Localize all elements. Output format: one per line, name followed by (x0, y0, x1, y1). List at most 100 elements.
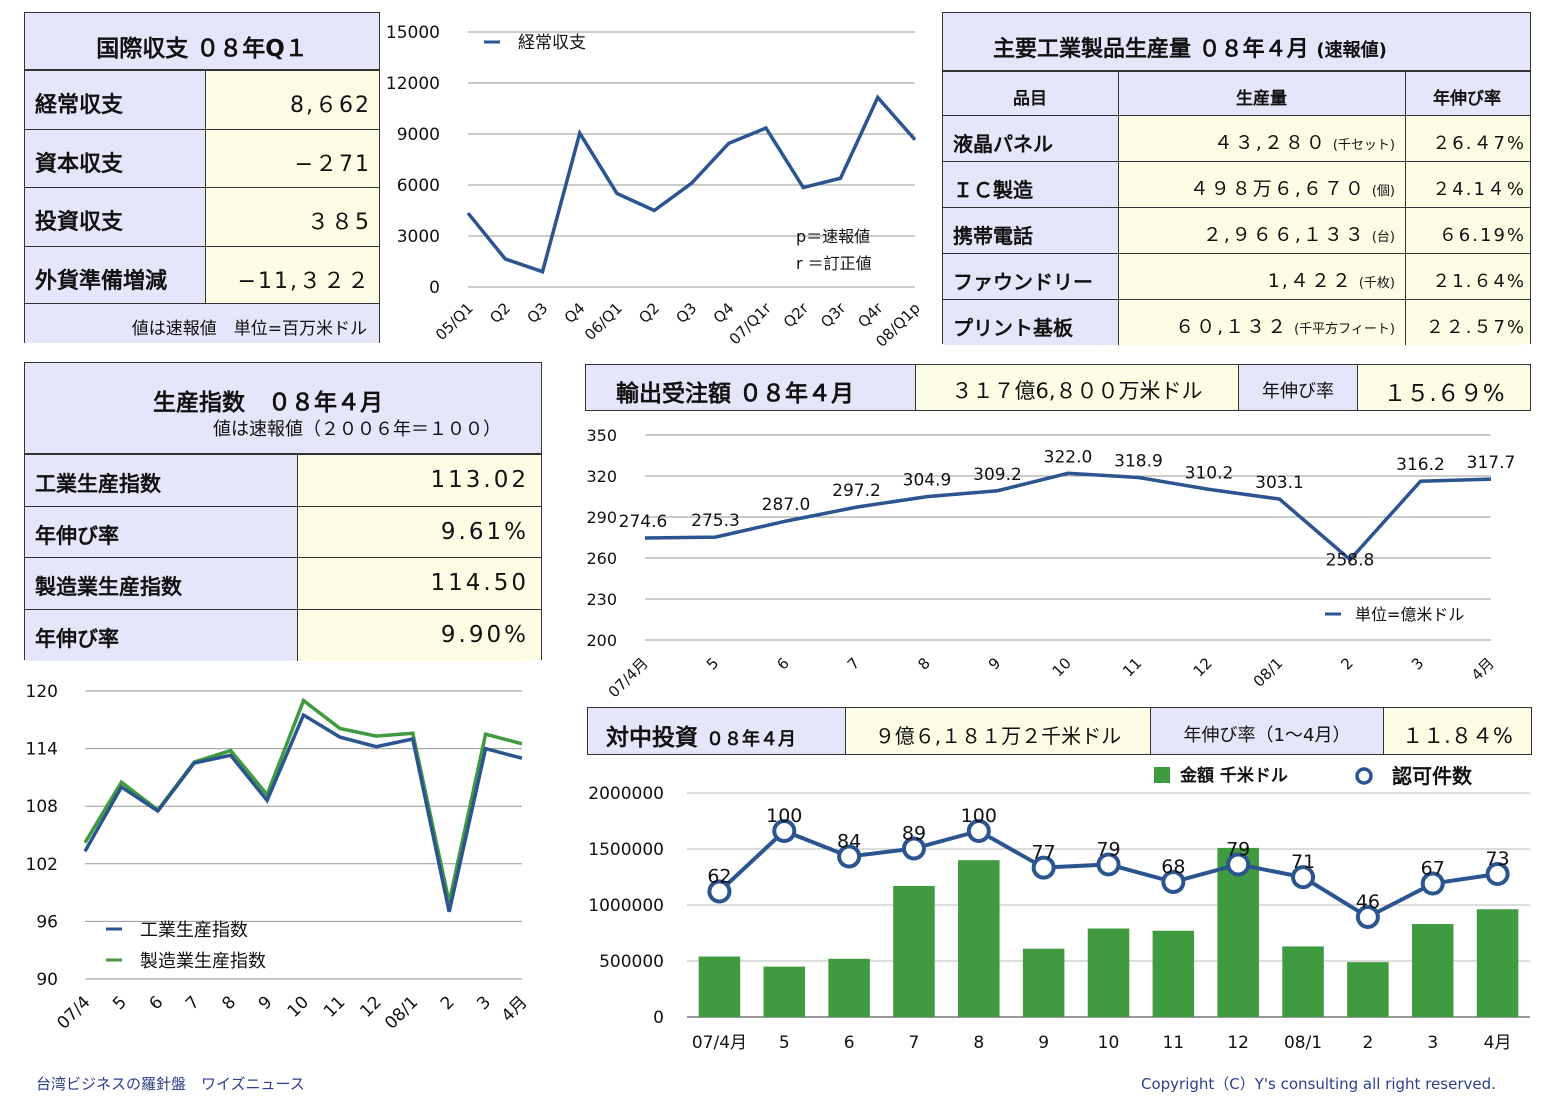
production-title: 主要工業製品生産量 ０８年４月 (速報値) (993, 31, 1387, 63)
legend-label: 製造業生産指数 (140, 951, 266, 972)
data-label: 258.8 (1326, 551, 1375, 571)
x-tick-label: 5 (109, 992, 131, 1014)
legend-marker (1355, 767, 1373, 785)
y-tick-label: 3000 (397, 227, 440, 247)
legend-label: 金額 千米ドル (1179, 765, 1288, 786)
export-growth-cell: １５.６９% (1357, 364, 1531, 411)
bop-value: −２71 (294, 151, 371, 177)
production-amount: ４３,２８０ (1213, 132, 1327, 154)
bop-title: 国際収支 ０８年Q１ (96, 36, 308, 62)
index-subtitle: 値は速報値（２００６年＝１００） (213, 419, 501, 440)
x-tick-label: Q4 (710, 299, 738, 327)
bop-value: −11,３２２ (237, 268, 371, 294)
y-tick-label: 1500000 (588, 840, 664, 860)
index-label-cell: 製造業生産指数 (25, 557, 298, 609)
bop-label-cell: 投資収支 (25, 187, 206, 246)
x-tick-label: Q2r (780, 299, 813, 332)
legend-label: 認可件数 (1392, 764, 1473, 788)
count-marker (1226, 852, 1251, 877)
index-value-cell: 113.02 (298, 454, 541, 506)
production-growth-cell: ２6.４7% (1406, 115, 1530, 161)
series-line (83, 712, 523, 913)
production-item-cell: ファウンドリー (943, 253, 1119, 299)
data-label: 100 (961, 805, 997, 827)
x-tick-label: 9 (1038, 1033, 1049, 1053)
legend-label: 経常収支 (518, 33, 586, 53)
export-title-cell: 輸出受注額 ０８年４月 (585, 364, 916, 411)
production-growth: ２1.６4% (1432, 271, 1526, 292)
y-tick-label: 2000000 (588, 784, 664, 804)
production-growth: ２6.４7% (1432, 133, 1526, 154)
x-tick-label: 5 (703, 654, 722, 673)
annotation: p＝速報値 (796, 227, 870, 246)
data-label: 297.2 (832, 481, 881, 501)
production-amount-cell: ４３,２８０ (千セット) (1119, 115, 1406, 161)
production-table: 主要工業製品生産量 ０８年４月 (速報値) 品目 生産量 年伸び率 液晶パネル ４３,２… (942, 12, 1531, 345)
production-amount-wrap: ４９８万６,６７０ (個) (1190, 174, 1395, 201)
production-amount-wrap: ２,９６６,１３３ (台) (1203, 220, 1395, 247)
data-label: 73 (1485, 848, 1509, 870)
production-growth: ２4.1４% (1432, 179, 1526, 200)
footer-left: 台湾ビジネスの羅針盤 ワイズニュース (36, 1075, 305, 1093)
production-growth-cell: ６6.19% (1406, 207, 1530, 253)
index-value-cell: 9.61% (298, 505, 541, 558)
production-amount: ４９８万６,６７０ (1189, 178, 1366, 200)
invest-bar: 対中投資 ０８年４月 ９億６,１８１万２千米ドル 年伸び率（1〜4月） １１.８… (587, 707, 1532, 755)
production-unit: (千枚) (1358, 276, 1395, 291)
index-table: 生産指数 ０８年４月 値は速報値（２００６年＝１００） 工業生産指数 113.02… (24, 362, 542, 661)
data-label: 303.1 (1255, 473, 1304, 493)
data-label: 322.0 (1044, 447, 1093, 467)
count-marker (1031, 855, 1056, 880)
bar (1476, 909, 1519, 1017)
production-header: 年伸び率 (1433, 89, 1501, 109)
x-tick-label: 5 (779, 1033, 790, 1053)
y-tick-label: 290 (586, 508, 617, 527)
bop-label: 投資収支 (35, 210, 124, 235)
legend-label: 単位=億米ドル (1355, 605, 1464, 624)
index-label: 年伸び率 (35, 523, 119, 548)
invest-amount: ９億６,１８１万２千米ドル (874, 724, 1122, 748)
y-tick-label: 114 (26, 740, 58, 760)
y-tick-label: 1000000 (588, 896, 664, 916)
index-label-cell: 工業生産指数 (25, 454, 298, 506)
bop-value: ３８5 (307, 210, 371, 235)
export-growth-label: 年伸び率 (1262, 381, 1334, 402)
count-marker (772, 819, 797, 843)
x-tick-label: Q3 (523, 299, 551, 327)
x-tick-label: 2 (437, 992, 459, 1014)
bop-label-cell: 経常収支 (25, 70, 206, 129)
data-label: 318.9 (1114, 452, 1163, 472)
y-tick-label: 320 (586, 467, 617, 486)
data-label: 89 (902, 823, 926, 845)
bar (1347, 962, 1389, 1017)
index-value-cell: 114.50 (298, 557, 541, 609)
x-tick-label: 12 (1227, 1033, 1249, 1053)
x-tick-label: 07/4 (53, 992, 94, 1033)
export-amount-cell: ３１７億6,８００万米ドル (915, 364, 1239, 411)
index-label-cell: 年伸び率 (25, 608, 298, 661)
bar (763, 966, 806, 1017)
x-tick-label: 8 (914, 654, 933, 673)
y-tick-label: 90 (36, 970, 58, 990)
y-tick-label: 350 (586, 426, 617, 445)
bop-value-cell: ３８5 (206, 187, 379, 246)
x-tick-label: 7 (182, 992, 204, 1014)
production-amount-wrap: ６０,１３２ (千平方フィート) (1175, 312, 1395, 339)
y-tick-label: 120 (26, 682, 58, 702)
production-item-cell: ＩＣ製造 (943, 161, 1119, 207)
bar (893, 885, 935, 1017)
data-label: 79 (1226, 838, 1250, 860)
bar (698, 956, 741, 1017)
annotation: r ＝訂正値 (796, 254, 872, 273)
production-item-cell: 液晶パネル (943, 115, 1119, 161)
x-tick-label: 12 (1190, 654, 1216, 680)
legend-label: 工業生産指数 (140, 920, 248, 941)
bop-value: 8,６62 (290, 93, 371, 118)
count-marker (1355, 905, 1380, 929)
index-value-cell: 9.90% (298, 608, 541, 661)
production-amount-cell: ２,９６６,１３３ (台) (1119, 207, 1406, 253)
x-tick-label: Q4r (854, 299, 887, 332)
x-tick-label: 9 (985, 654, 1004, 673)
x-tick-label: 11 (1163, 1033, 1185, 1053)
export-growth: １５.６９% (1383, 381, 1505, 407)
